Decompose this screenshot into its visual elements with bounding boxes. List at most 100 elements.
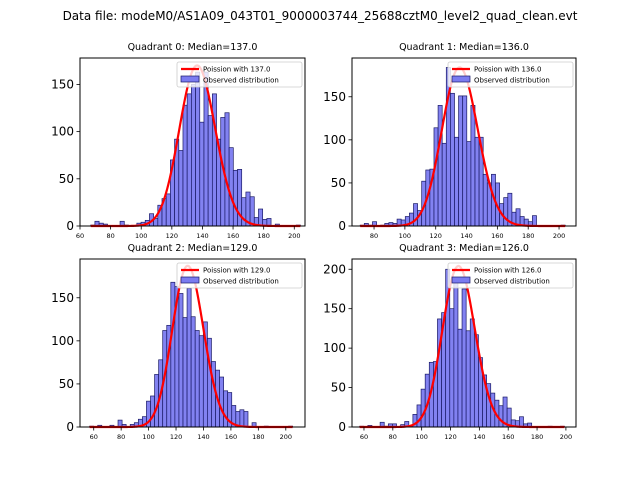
histogram-bar xyxy=(454,136,459,227)
x-tick-label: 160 xyxy=(225,433,237,441)
x-tick-label: 100 xyxy=(135,232,147,240)
histogram-bar xyxy=(223,390,229,428)
x-tick-label: 140 xyxy=(473,433,485,441)
y-tick-label: 150 xyxy=(51,291,74,305)
legend-bar-swatch xyxy=(180,75,200,83)
legend-label-observed: Observed distribution xyxy=(474,278,550,286)
x-tick-label: 180 xyxy=(252,433,264,441)
histogram-bar xyxy=(211,361,216,428)
histogram-bar xyxy=(474,136,480,227)
y-tick-label: 50 xyxy=(59,377,74,391)
legend-label-observed: Observed distribution xyxy=(203,278,279,286)
histogram-bar xyxy=(228,147,234,227)
histogram-bar xyxy=(498,405,504,428)
histogram-bar xyxy=(449,308,455,428)
x-tick-label: 180 xyxy=(257,232,269,240)
y-tick-label: 150 xyxy=(51,77,74,91)
legend-label-observed: Observed distribution xyxy=(474,77,550,85)
x-tick-label: 140 xyxy=(460,232,472,240)
histogram-bar xyxy=(503,197,509,227)
y-tick-label: 100 xyxy=(323,341,346,355)
histogram-bar xyxy=(178,150,184,227)
histogram-bar xyxy=(165,193,171,227)
x-tick-label: 120 xyxy=(170,433,182,441)
histogram-bar xyxy=(190,316,196,428)
histogram-bar xyxy=(186,287,192,428)
histogram-bar xyxy=(239,409,245,428)
histogram-bar xyxy=(519,416,524,428)
figure-suptitle: Data file: modeM0/AS1A09_043T01_90000037… xyxy=(62,9,578,23)
histogram-bar xyxy=(457,328,463,428)
legend-label-poisson: Poission with 129.0 xyxy=(203,267,271,275)
histogram-bar xyxy=(224,112,230,227)
histogram-bar xyxy=(203,71,209,227)
y-tick-label: 0 xyxy=(338,420,346,434)
histogram-bar xyxy=(191,84,196,227)
subplot-title: Quadrant 1: Median=136.0 xyxy=(399,42,529,53)
y-tick-label: 100 xyxy=(51,125,74,139)
axes-frame xyxy=(351,57,577,227)
histogram-bar xyxy=(199,121,205,227)
subplot-title: Quadrant 2: Median=129.0 xyxy=(128,243,258,254)
y-tick-label: 50 xyxy=(59,172,74,186)
subplot-title: Quadrant 3: Median=126.0 xyxy=(399,243,529,254)
axes-frame xyxy=(351,258,577,428)
y-tick-label: 200 xyxy=(323,262,346,276)
histogram-bar xyxy=(219,376,224,428)
histogram-bar xyxy=(182,104,188,227)
axes-frame xyxy=(79,258,306,428)
x-tick-label: 160 xyxy=(502,433,514,441)
x-tick-label: 140 xyxy=(196,232,208,240)
histogram-bar xyxy=(194,330,200,428)
histogram-bar xyxy=(413,203,418,227)
histogram-bar xyxy=(198,335,204,428)
y-tick-label: 0 xyxy=(338,219,346,233)
x-tick-label: 80 xyxy=(117,433,125,441)
histogram-bar xyxy=(462,95,468,227)
histogram-bar xyxy=(441,142,447,227)
histogram-bar xyxy=(450,92,455,227)
x-tick-label: 120 xyxy=(444,433,456,441)
histogram-bar xyxy=(186,93,192,227)
histogram-bar xyxy=(437,105,443,227)
legend-box xyxy=(176,61,303,88)
histogram-bar xyxy=(258,208,264,227)
histogram-bar xyxy=(207,115,213,227)
y-tick-label: 50 xyxy=(331,176,346,190)
x-tick-label: 200 xyxy=(560,433,572,441)
legend-box xyxy=(447,262,574,289)
x-tick-label: 60 xyxy=(76,232,84,240)
y-tick-label: 50 xyxy=(331,381,346,395)
histogram-bar xyxy=(178,293,184,428)
x-tick-label: 120 xyxy=(430,232,442,240)
y-tick-label: 0 xyxy=(66,420,74,434)
y-tick-label: 150 xyxy=(323,302,346,316)
subplot-title: Quadrant 0: Median=137.0 xyxy=(128,42,258,53)
x-tick-label: 100 xyxy=(399,232,411,240)
x-tick-label: 80 xyxy=(106,232,114,240)
x-tick-label: 200 xyxy=(553,232,565,240)
histogram-bar xyxy=(195,71,201,227)
histogram-bar xyxy=(249,196,255,227)
x-tick-label: 60 xyxy=(360,433,368,441)
x-tick-label: 160 xyxy=(227,232,239,240)
subplot-quadrant-0: Quadrant 0: Median=137.0 60 80 100 120 140 160… xyxy=(51,42,306,240)
subplot-quadrant-3: Quadrant 3: Median=126.0 60 80 100 120 140 160… xyxy=(323,243,577,441)
axes-frame xyxy=(79,57,306,227)
histogram-bar xyxy=(465,330,471,428)
x-tick-label: 140 xyxy=(197,433,209,441)
histogram-bar xyxy=(466,141,472,227)
histogram-bar xyxy=(470,105,476,227)
x-tick-label: 180 xyxy=(522,232,534,240)
legend-label-observed: Observed distribution xyxy=(203,77,279,85)
legend-box xyxy=(176,262,303,289)
histogram-bar xyxy=(461,288,467,428)
histogram-bar xyxy=(420,388,426,428)
histogram-bar xyxy=(532,215,537,227)
subplot-quadrant-1: Quadrant 1: Median=136.0 80 100 120 140 160 18… xyxy=(323,42,577,240)
subplot-quadrant-2: Quadrant 2: Median=129.0 60 80 100 120 140 160… xyxy=(51,243,306,441)
legend-label-poisson: Poission with 126.0 xyxy=(474,267,542,275)
histogram-bar xyxy=(482,173,488,227)
histogram-bar xyxy=(453,278,459,428)
